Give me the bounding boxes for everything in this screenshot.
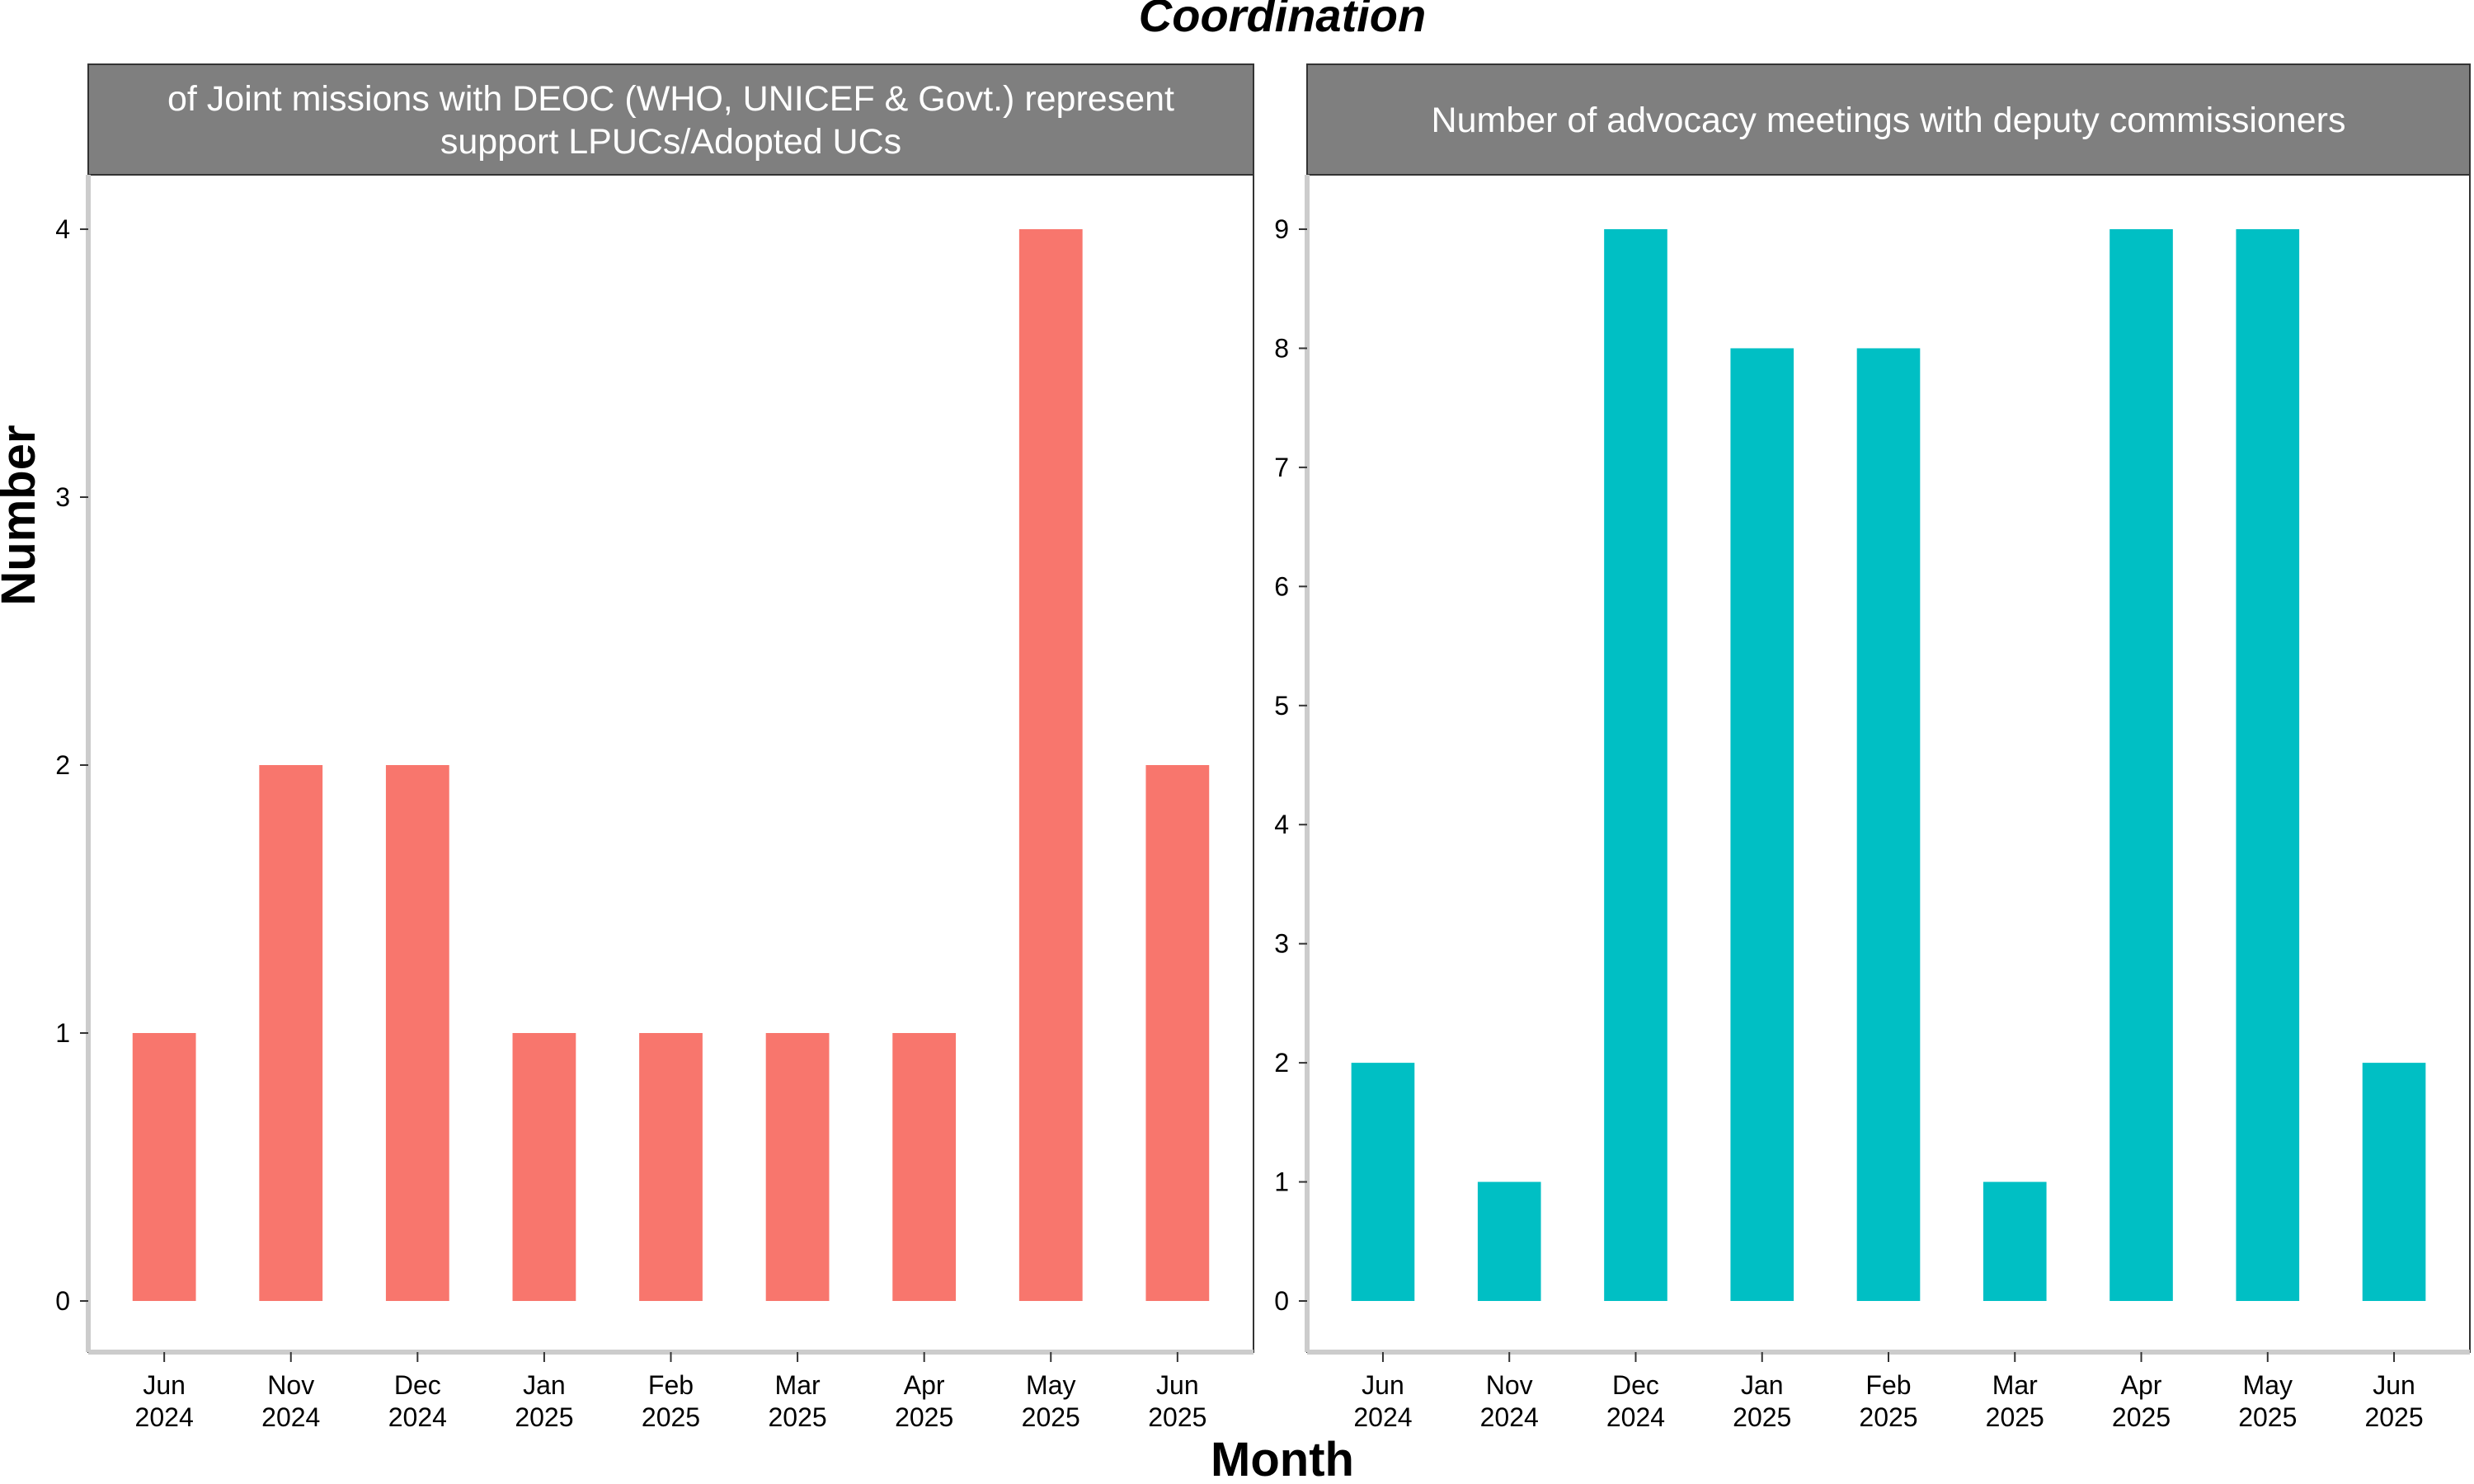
y-tick-label: 1: [55, 1018, 70, 1048]
bar-jan-2025: [1730, 348, 1794, 1301]
x-tick-label-month: Jun: [143, 1370, 186, 1400]
facet-strip: [87, 63, 1254, 176]
x-tick-label-month: Mar: [775, 1370, 821, 1400]
y-tick-label: 3: [55, 482, 70, 512]
chart-title: Coordination: [1139, 0, 1426, 41]
facet-title-line: of Joint missions with DEOC (WHO, UNICEF…: [167, 79, 1174, 119]
x-tick-label-month: Nov: [267, 1370, 314, 1400]
x-tick-label-month: May: [1026, 1370, 1075, 1400]
x-tick-label-year: 2025: [1986, 1402, 2044, 1432]
x-tick-label-month: Nov: [1486, 1370, 1533, 1400]
bar-jun-2024: [132, 1033, 196, 1301]
y-tick-label: 8: [1274, 333, 1289, 363]
y-tick-label: 4: [1274, 810, 1289, 839]
bar-jun-2025: [2362, 1063, 2426, 1301]
bar-jun-2024: [1351, 1063, 1415, 1301]
y-axis-title: Number: [0, 425, 45, 605]
bar-feb-2025: [1856, 348, 1921, 1301]
x-tick-label-month: Dec: [1612, 1370, 1659, 1400]
x-tick-label-month: Jun: [1362, 1370, 1404, 1400]
y-tick-label: 2: [55, 750, 70, 780]
x-axis-title: Month: [1211, 1433, 1354, 1484]
x-tick-label-year: 2025: [768, 1402, 826, 1432]
x-tick-label-month: Dec: [394, 1370, 441, 1400]
x-tick-label-year: 2024: [1480, 1402, 1539, 1432]
x-tick-label-year: 2024: [1353, 1402, 1412, 1432]
y-tick-label: 7: [1274, 453, 1289, 482]
x-tick-label-year: 2025: [895, 1402, 953, 1432]
bar-apr-2025: [2109, 229, 2173, 1301]
bar-may-2025: [2236, 229, 2300, 1301]
bar-feb-2025: [639, 1033, 703, 1301]
x-tick-label-month: Jun: [1156, 1370, 1199, 1400]
x-tick-label-month: Feb: [1865, 1370, 1911, 1400]
panel-joint-missions: of Joint missions with DEOC (WHO, UNICEF…: [55, 63, 1254, 1432]
x-tick-label-year: 2025: [1022, 1402, 1080, 1432]
x-tick-label-month: Feb: [648, 1370, 694, 1400]
x-tick-label-month: Mar: [1992, 1370, 2038, 1400]
x-tick-label-year: 2025: [1859, 1402, 1917, 1432]
x-tick-label-month: Jun: [2373, 1370, 2415, 1400]
x-tick-label-year: 2025: [1733, 1402, 1791, 1432]
y-tick-label: 1: [1274, 1167, 1289, 1197]
x-tick-label-month: Apr: [904, 1370, 945, 1400]
y-tick-label: 5: [1274, 691, 1289, 721]
x-tick-label-month: Jan: [523, 1370, 566, 1400]
x-tick-label-year: 2025: [642, 1402, 700, 1432]
x-tick-label-year: 2025: [2364, 1402, 2423, 1432]
facet-title-line: support LPUCs/Adopted UCs: [440, 122, 901, 162]
x-tick-label-year: 2025: [2238, 1402, 2297, 1432]
y-tick-label: 2: [1274, 1048, 1289, 1078]
y-tick-label: 0: [1274, 1286, 1289, 1316]
x-tick-label-year: 2024: [135, 1402, 194, 1432]
y-tick-label: 0: [55, 1286, 70, 1316]
bar-jun-2025: [1145, 765, 1210, 1301]
y-tick-label: 9: [1274, 214, 1289, 244]
bar-dec-2024: [1604, 229, 1667, 1301]
x-tick-label-month: Jan: [1741, 1370, 1784, 1400]
x-tick-label-month: May: [2243, 1370, 2293, 1400]
bar-dec-2024: [385, 765, 449, 1301]
bar-jan-2025: [512, 1033, 576, 1301]
bar-nov-2024: [259, 765, 323, 1301]
bar-may-2025: [1018, 229, 1083, 1301]
x-tick-label-year: 2025: [515, 1402, 573, 1432]
facet-title-line: Number of advocacy meetings with deputy …: [1432, 101, 2346, 140]
bar-mar-2025: [765, 1033, 830, 1301]
x-tick-label-year: 2025: [2112, 1402, 2171, 1432]
y-tick-label: 3: [1274, 929, 1289, 959]
x-tick-label-year: 2024: [1606, 1402, 1665, 1432]
bar-nov-2024: [1477, 1181, 1541, 1301]
bar-apr-2025: [892, 1033, 957, 1301]
panel-advocacy-meetings: Number of advocacy meetings with deputy …: [1274, 63, 2471, 1432]
x-tick-label-year: 2024: [388, 1402, 447, 1432]
y-tick-label: 4: [55, 214, 70, 244]
x-tick-label-month: Apr: [2121, 1370, 2162, 1400]
bar-mar-2025: [1982, 1181, 2047, 1301]
y-tick-label: 6: [1274, 571, 1289, 601]
x-tick-label-year: 2025: [1148, 1402, 1206, 1432]
x-tick-label-year: 2024: [261, 1402, 320, 1432]
